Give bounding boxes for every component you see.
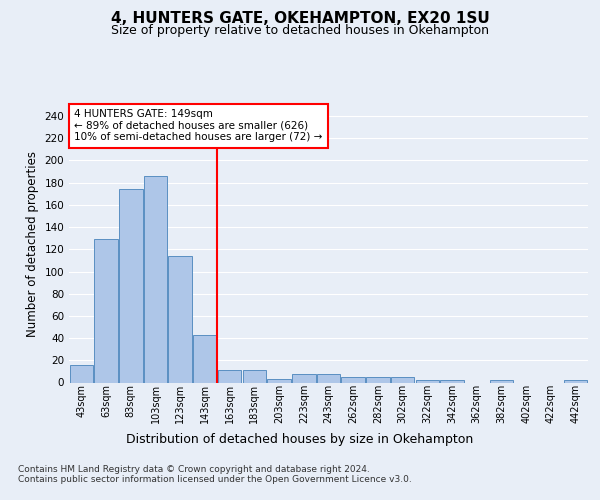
Bar	[341, 377, 365, 382]
Bar	[218, 370, 241, 382]
Bar	[292, 374, 316, 382]
Bar	[440, 380, 464, 382]
Bar	[70, 364, 93, 382]
Text: Distribution of detached houses by size in Okehampton: Distribution of detached houses by size …	[127, 432, 473, 446]
Text: 4 HUNTERS GATE: 149sqm
← 89% of detached houses are smaller (626)
10% of semi-de: 4 HUNTERS GATE: 149sqm ← 89% of detached…	[74, 109, 323, 142]
Bar	[193, 335, 217, 382]
Text: 4, HUNTERS GATE, OKEHAMPTON, EX20 1SU: 4, HUNTERS GATE, OKEHAMPTON, EX20 1SU	[110, 11, 490, 26]
Bar	[119, 190, 143, 382]
Text: Contains HM Land Registry data © Crown copyright and database right 2024.
Contai: Contains HM Land Registry data © Crown c…	[18, 465, 412, 484]
Y-axis label: Number of detached properties: Number of detached properties	[26, 151, 39, 337]
Bar	[268, 379, 291, 382]
Bar	[391, 377, 415, 382]
Bar	[242, 370, 266, 382]
Bar	[144, 176, 167, 382]
Bar	[366, 377, 389, 382]
Bar	[94, 240, 118, 382]
Text: Size of property relative to detached houses in Okehampton: Size of property relative to detached ho…	[111, 24, 489, 37]
Bar	[490, 380, 513, 382]
Bar	[564, 380, 587, 382]
Bar	[169, 256, 192, 382]
Bar	[416, 380, 439, 382]
Bar	[317, 374, 340, 382]
